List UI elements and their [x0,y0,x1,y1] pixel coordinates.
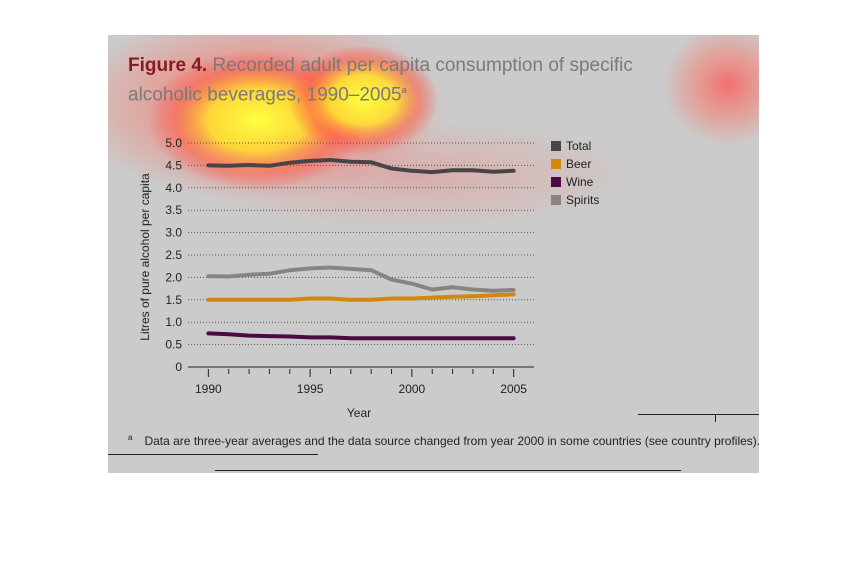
y-tick-label: 1.0 [165,315,182,329]
y-tick-label: 4.0 [165,181,182,195]
divider-rule-bottom [215,470,681,471]
y-tick-label: 2.0 [165,270,182,284]
footnote-text: Data are three-year averages and the dat… [144,434,759,448]
legend-label-wine: Wine [566,175,594,189]
figure-title-text: Recorded adult per capita consumption of… [128,55,633,106]
legend-swatch-total [551,141,561,151]
y-tick-label: 3.5 [165,203,182,217]
legend-label-total: Total [566,139,591,153]
chart-title: Figure 4. Recorded adult per capita cons… [128,53,688,107]
legend: Total Beer Wine Spirits [551,139,599,207]
line-chart: 0 0.5 1.0 1.5 2.0 2.5 3.0 3.5 4.0 4.5 5.0 1990 1995 2… [138,136,599,420]
series-line-spirits [206,265,516,293]
series-line-total [206,158,516,175]
y-tick-label: 1.5 [165,293,182,307]
y-tick-label: 0 [175,360,182,374]
footnote-marker: a [128,433,133,442]
divider-rule-left [108,454,318,455]
divider-rule-right [638,414,759,415]
x-tick-label: 2000 [399,382,426,396]
legend-label-spirits: Spirits [566,193,599,207]
figure-panel: Figure 4. Recorded adult per capita cons… [108,35,759,473]
series-line-wine [206,331,516,341]
divider-rule-tick [715,414,716,422]
y-tick-label: 4.5 [165,158,182,172]
series-lines [206,158,516,341]
y-tick-label: 5.0 [165,136,182,150]
legend-swatch-wine [551,177,561,187]
figure-label: Figure 4. [128,55,208,76]
x-tick-label: 2005 [500,382,527,396]
x-tick-label: 1995 [297,382,324,396]
footnote: a Data are three-year averages and the da… [128,433,759,448]
gridlines [188,142,534,346]
x-axis-label: Year [347,406,371,420]
title-footnote-marker: a [401,85,407,95]
y-tick-label: 3.0 [165,226,182,240]
series-line-beer [206,292,516,302]
y-tick-label: 2.5 [165,248,182,262]
axes: 0 0.5 1.0 1.5 2.0 2.5 3.0 3.5 4.0 4.5 5.0 1990 1995 2… [165,136,534,396]
legend-label-beer: Beer [566,157,591,171]
legend-swatch-beer [551,159,561,169]
y-tick-label: 0.5 [165,338,182,352]
y-axis-label: Litres of pure alcohol per capita [138,173,152,341]
x-tick-label: 1990 [195,382,222,396]
legend-swatch-spirits [551,195,561,205]
